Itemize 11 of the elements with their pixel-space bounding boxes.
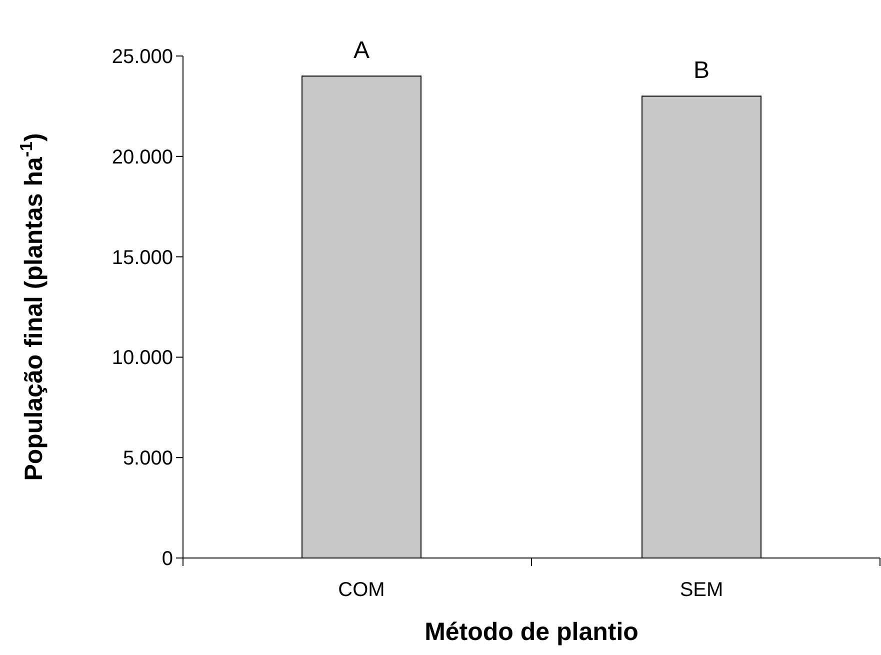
- y-tick-label: 15.000: [112, 246, 173, 269]
- y-tick-label: 20.000: [112, 146, 173, 168]
- x-tick-label: SEM: [680, 579, 724, 601]
- y-tick-label: 0: [162, 548, 173, 570]
- x-tick-label: COM: [338, 579, 385, 601]
- y-tick-label: 25.000: [112, 46, 173, 68]
- y-tick-label: 10.000: [112, 347, 173, 370]
- y-tick-label: 5.000: [122, 448, 173, 470]
- x-axis-title: Método de plantio: [424, 618, 638, 646]
- annotation: A: [353, 37, 370, 64]
- annotation: B: [693, 57, 710, 84]
